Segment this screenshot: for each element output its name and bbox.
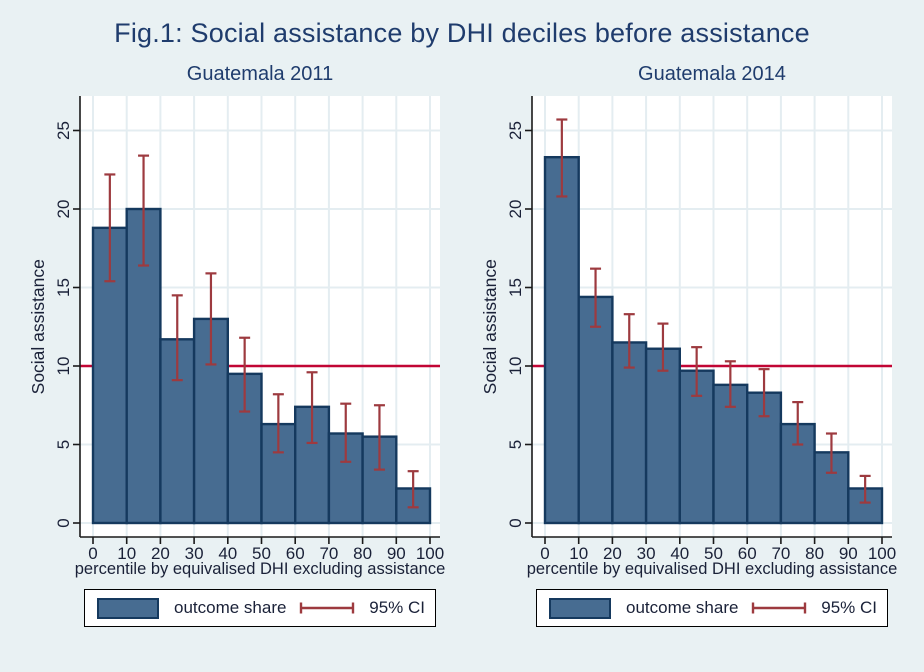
svg-text:15: 15 (54, 278, 73, 297)
panel-guatemala-2014: Guatemala 2014 0 5 10 15 20 25 0 10 20 30 40 50 60 70… (462, 63, 914, 627)
svg-text:10: 10 (54, 357, 73, 376)
svg-text:100: 100 (416, 544, 444, 562)
svg-text:0: 0 (540, 544, 549, 562)
svg-text:15: 15 (506, 278, 525, 297)
legend-box: outcome share 95% CI (536, 589, 888, 627)
svg-text:70: 70 (319, 544, 338, 562)
x-axis-label: percentile by equivalised DHI excluding … (74, 560, 446, 578)
legend-ci-label: 95% CI (821, 598, 877, 617)
svg-text:0: 0 (506, 518, 525, 527)
y-axis-title: Social assistance (28, 259, 48, 394)
svg-text:10: 10 (117, 544, 136, 562)
svg-text:70: 70 (771, 544, 790, 562)
svg-text:60: 60 (738, 544, 757, 562)
bar-swatch-icon (97, 597, 159, 619)
svg-text:30: 30 (637, 544, 656, 562)
bar (543, 155, 580, 525)
chart-guatemala-2011: 0 5 10 15 20 25 0 10 20 30 40 50 60 70 80 90 100 Social a… (28, 96, 444, 562)
bar (577, 295, 614, 525)
legend-bar-label: outcome share (174, 598, 287, 617)
svg-text:80: 80 (805, 544, 824, 562)
svg-text:80: 80 (353, 544, 372, 562)
x-axis-label: percentile by equivalised DHI excluding … (526, 560, 898, 578)
y-axis-title: Social assistance (480, 259, 500, 394)
bar (644, 347, 682, 525)
legend-ci-label: 95% CI (369, 598, 425, 617)
axes (79, 96, 440, 538)
error-bars (556, 118, 871, 504)
svg-text:25: 25 (54, 121, 73, 140)
svg-text:0: 0 (88, 544, 97, 562)
ci-errorbar-icon (750, 600, 808, 616)
svg-text:40: 40 (218, 544, 237, 562)
svg-text:90: 90 (839, 544, 858, 562)
bar-swatch-icon (549, 597, 611, 619)
svg-text:30: 30 (185, 544, 204, 562)
x-axis-ticks: 0 10 20 30 40 50 60 70 80 90 100 (88, 537, 444, 562)
bars (543, 155, 884, 525)
y-axis-ticks: 0 5 10 15 20 25 (54, 121, 80, 528)
x-axis-ticks: 0 10 20 30 40 50 60 70 80 90 100 (540, 537, 896, 562)
svg-text:20: 20 (506, 200, 525, 219)
svg-text:5: 5 (54, 440, 73, 449)
svg-text:20: 20 (151, 544, 170, 562)
svg-text:20: 20 (603, 544, 622, 562)
svg-text:25: 25 (506, 121, 525, 140)
svg-text:Social assistance: Social assistance (480, 259, 500, 394)
svg-text:50: 50 (252, 544, 271, 562)
panel-title-2014: Guatemala 2014 (638, 63, 786, 85)
error-bars (104, 154, 419, 509)
chart-guatemala-2014: 0 5 10 15 20 25 0 10 20 30 40 50 60 70 80 90 100 Social a… (480, 96, 896, 562)
svg-text:Social assistance: Social assistance (28, 259, 48, 394)
legend-bar-label: outcome share (626, 598, 739, 617)
svg-text:10: 10 (569, 544, 588, 562)
svg-text:40: 40 (670, 544, 689, 562)
svg-text:20: 20 (54, 200, 73, 219)
y-axis-ticks: 0 5 10 15 20 25 (506, 121, 532, 528)
svg-text:50: 50 (704, 544, 723, 562)
panel-guatemala-2011: Guatemala 2011 0 5 10 15 20 25 0 10 20 30 40 50 60 70… (10, 63, 462, 627)
bar (611, 341, 648, 525)
svg-text:5: 5 (506, 440, 525, 449)
svg-text:10: 10 (506, 357, 525, 376)
svg-text:0: 0 (54, 518, 73, 527)
panel-title-2011: Guatemala 2011 (186, 63, 334, 85)
panels-row: Guatemala 2011 0 5 10 15 20 25 0 10 20 30 40 50 60 70… (0, 63, 924, 627)
figure-title: Fig.1: Social assistance by DHI deciles … (114, 18, 810, 48)
ci-errorbar-icon (298, 600, 356, 616)
axes (531, 96, 892, 538)
legend-box: outcome share 95% CI (84, 589, 436, 627)
svg-text:90: 90 (387, 544, 406, 562)
svg-text:100: 100 (868, 544, 896, 562)
svg-text:60: 60 (286, 544, 305, 562)
